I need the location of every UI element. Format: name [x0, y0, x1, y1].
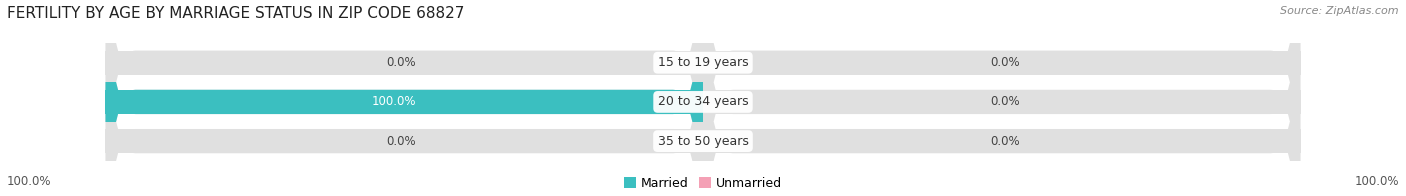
Text: FERTILITY BY AGE BY MARRIAGE STATUS IN ZIP CODE 68827: FERTILITY BY AGE BY MARRIAGE STATUS IN Z…: [7, 6, 464, 21]
FancyBboxPatch shape: [703, 0, 1301, 196]
Bar: [105, 129, 703, 153]
Text: 0.0%: 0.0%: [990, 95, 1019, 108]
FancyBboxPatch shape: [105, 0, 703, 196]
Text: 35 to 50 years: 35 to 50 years: [658, 135, 748, 148]
FancyBboxPatch shape: [703, 0, 1301, 196]
Bar: [105, 90, 703, 114]
FancyBboxPatch shape: [105, 0, 703, 196]
Text: 100.0%: 100.0%: [7, 175, 52, 188]
Text: 0.0%: 0.0%: [387, 135, 416, 148]
FancyBboxPatch shape: [703, 0, 1301, 196]
Text: 15 to 19 years: 15 to 19 years: [658, 56, 748, 69]
Text: 0.0%: 0.0%: [990, 56, 1019, 69]
Text: Source: ZipAtlas.com: Source: ZipAtlas.com: [1281, 6, 1399, 16]
Text: 20 to 34 years: 20 to 34 years: [658, 95, 748, 108]
Bar: [703, 90, 1301, 114]
Text: 100.0%: 100.0%: [1354, 175, 1399, 188]
FancyBboxPatch shape: [105, 0, 703, 196]
Bar: [105, 90, 703, 114]
Bar: [703, 129, 1301, 153]
Legend: Married, Unmarried: Married, Unmarried: [624, 177, 782, 190]
Text: 100.0%: 100.0%: [371, 95, 416, 108]
Bar: [703, 51, 1301, 75]
FancyBboxPatch shape: [105, 0, 703, 196]
Bar: [105, 51, 703, 75]
Text: 0.0%: 0.0%: [990, 135, 1019, 148]
Text: 0.0%: 0.0%: [387, 56, 416, 69]
